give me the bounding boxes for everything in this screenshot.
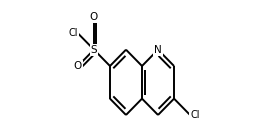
Text: Cl: Cl	[68, 28, 78, 38]
Text: N: N	[154, 45, 162, 55]
Text: Cl: Cl	[190, 110, 200, 120]
Text: S: S	[91, 45, 97, 55]
Text: O: O	[74, 61, 82, 71]
Text: O: O	[90, 12, 98, 22]
